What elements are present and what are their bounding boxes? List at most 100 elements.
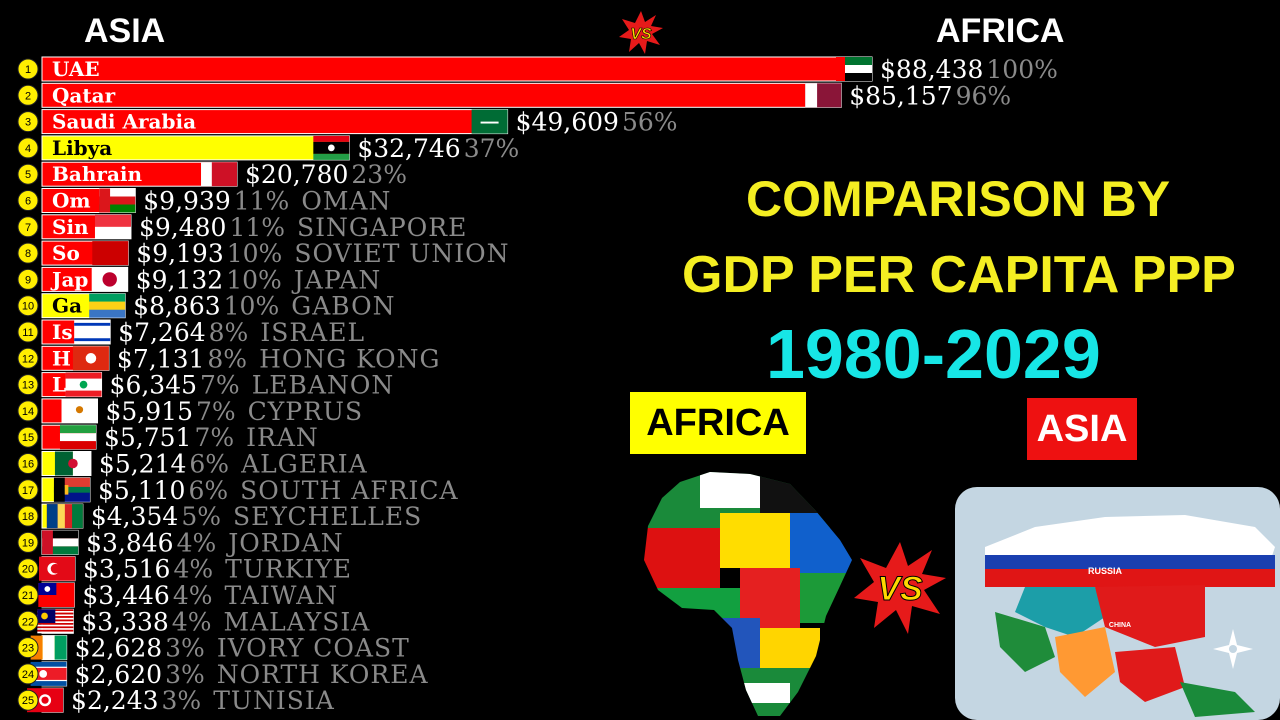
africa-flag-map-icon [644,472,852,716]
asia-map-russia-label: RUSSIA [1088,566,1123,576]
country-flag-icon [38,556,75,581]
country-name-label: GABON [291,292,395,321]
rank-number: 14 [22,406,34,418]
percent-label: 4% [177,528,217,557]
rank-number: 5 [25,169,31,181]
bar-label: L [52,373,66,397]
percent-label: 4% [173,581,213,610]
rank-number: 6 [25,196,31,208]
percent-label: 100% [986,55,1057,84]
value-label: $2,620 [75,660,162,689]
value-label: $5,110 [98,476,185,505]
bar-label: Qatar [52,83,116,107]
value-label: $6,345 [110,371,197,400]
country-flag-icon [92,241,129,266]
rank-number: 11 [22,327,33,339]
rank-badge [17,347,39,369]
bar-label: Saudi Arabia [52,110,196,134]
bar-row: 15 $5,751 7% IRAN [17,423,319,452]
bar-row: 4 Libya $32,746 37% [17,134,519,163]
percent-label: 7% [200,371,240,400]
percent-label: 6% [188,476,228,505]
country-flag-icon [42,530,79,555]
value-label: $5,915 [106,397,193,426]
bar-row: 3 Saudi Arabia $49,609 56% [17,108,678,137]
bar-row: 19 $3,846 4% JORDAN [17,528,343,557]
rank-badge [17,558,39,580]
bar-row: 9 Jap $9,132 10% JAPAN [17,265,382,294]
bar-row: 7 Sin $9,480 11% SINGAPORE [17,213,466,242]
value-label: $32,746 [357,134,460,163]
bar-row: 16 $5,214 6% ALGERIA [17,450,367,479]
country-name-label: MALAYSIA [223,607,370,636]
rank-number: 13 [22,380,34,392]
percent-label: 3% [165,660,205,689]
country-name-label: IRAN [246,423,319,452]
country-flag-icon [72,346,109,371]
value-label: $5,214 [99,450,186,479]
vs-burst-icon: VS [619,11,663,54]
bar [41,56,873,82]
country-name-label: JAPAN [291,265,382,294]
bar-row: 2 Qatar $85,157 96% [17,81,1011,110]
country-flag-icon [99,188,136,213]
title-year-range: 1980-2029 [766,315,1101,393]
country-flag-icon [54,451,91,476]
percent-label: 10% [227,239,283,268]
title-line-2: GDP PER CAPITA PPP [682,246,1236,304]
bar-row: 10 Ga $8,863 10% GABON [17,292,395,321]
country-flag-icon [61,398,98,423]
header-asia-label: ASIA [84,12,166,50]
bar-row: 11 Is $7,264 8% ISRAEL [17,318,364,347]
bar-row: 1 UAE $88,438 100% [17,55,1058,84]
country-flag-icon [65,372,102,397]
percent-label: 4% [173,555,213,584]
rank-badge [17,84,39,106]
country-name-label: JORDAN [225,528,343,557]
bar-label: Jap [50,267,88,291]
asia-map-china-label: CHINA [1109,622,1131,629]
compass-rose-icon [1213,629,1253,669]
country-flag-icon [38,583,75,607]
value-label: $4,354 [91,502,178,531]
bar-row: 6 Om $9,939 11% OMAN [17,187,391,216]
country-name-label: TAIWAN [224,581,338,610]
percent-label: 56% [622,108,678,137]
rank-badge [17,163,39,185]
country-name-label: NORTH KOREA [217,660,429,689]
country-name-label: CYPRUS [248,397,363,426]
value-label: $9,132 [136,265,223,294]
value-label: $3,338 [81,607,168,636]
country-name-label: HONG KONG [259,344,440,373]
bar-row: 5 Bahrain $20,780 23% [17,160,407,189]
country-name-label: SOVIET UNION [294,239,509,268]
bar-label: So [52,241,80,265]
bar-row: 22 $3,338 4% MALAYSIA [17,607,370,636]
rank-badge [17,453,39,474]
rank-badge [17,637,39,659]
percent-label: 5% [181,502,221,531]
percent-label: 11% [234,187,290,216]
bar-row: 14 $5,915 7% CYPRUS [17,397,363,426]
bar-row: 12 H $7,131 8% HONG KONG [17,344,440,373]
country-name-label: SOUTH AFRICA [240,476,458,505]
bar-label: H [52,346,71,370]
rank-number: 7 [25,222,31,234]
country-name-label: TURKIYE [225,555,352,584]
bar-row: 13 L $6,345 7% LEBANON [17,371,393,400]
value-label: $9,480 [139,213,226,242]
rank-badge [17,242,39,264]
country-name-label: OMAN [301,187,391,216]
rank-number: 9 [25,274,31,286]
country-flag-icon [836,57,872,81]
rank-number: 21 [22,590,34,602]
value-label: $5,751 [104,423,191,452]
bar-row: 17 $5,110 6% SOUTH AFRICA [17,476,458,505]
rank-badge [17,111,39,133]
rank-badge [17,295,39,317]
rank-badge [17,190,39,211]
rank-number: 25 [22,695,34,707]
bar [41,109,509,135]
rank-number: 19 [22,537,34,549]
